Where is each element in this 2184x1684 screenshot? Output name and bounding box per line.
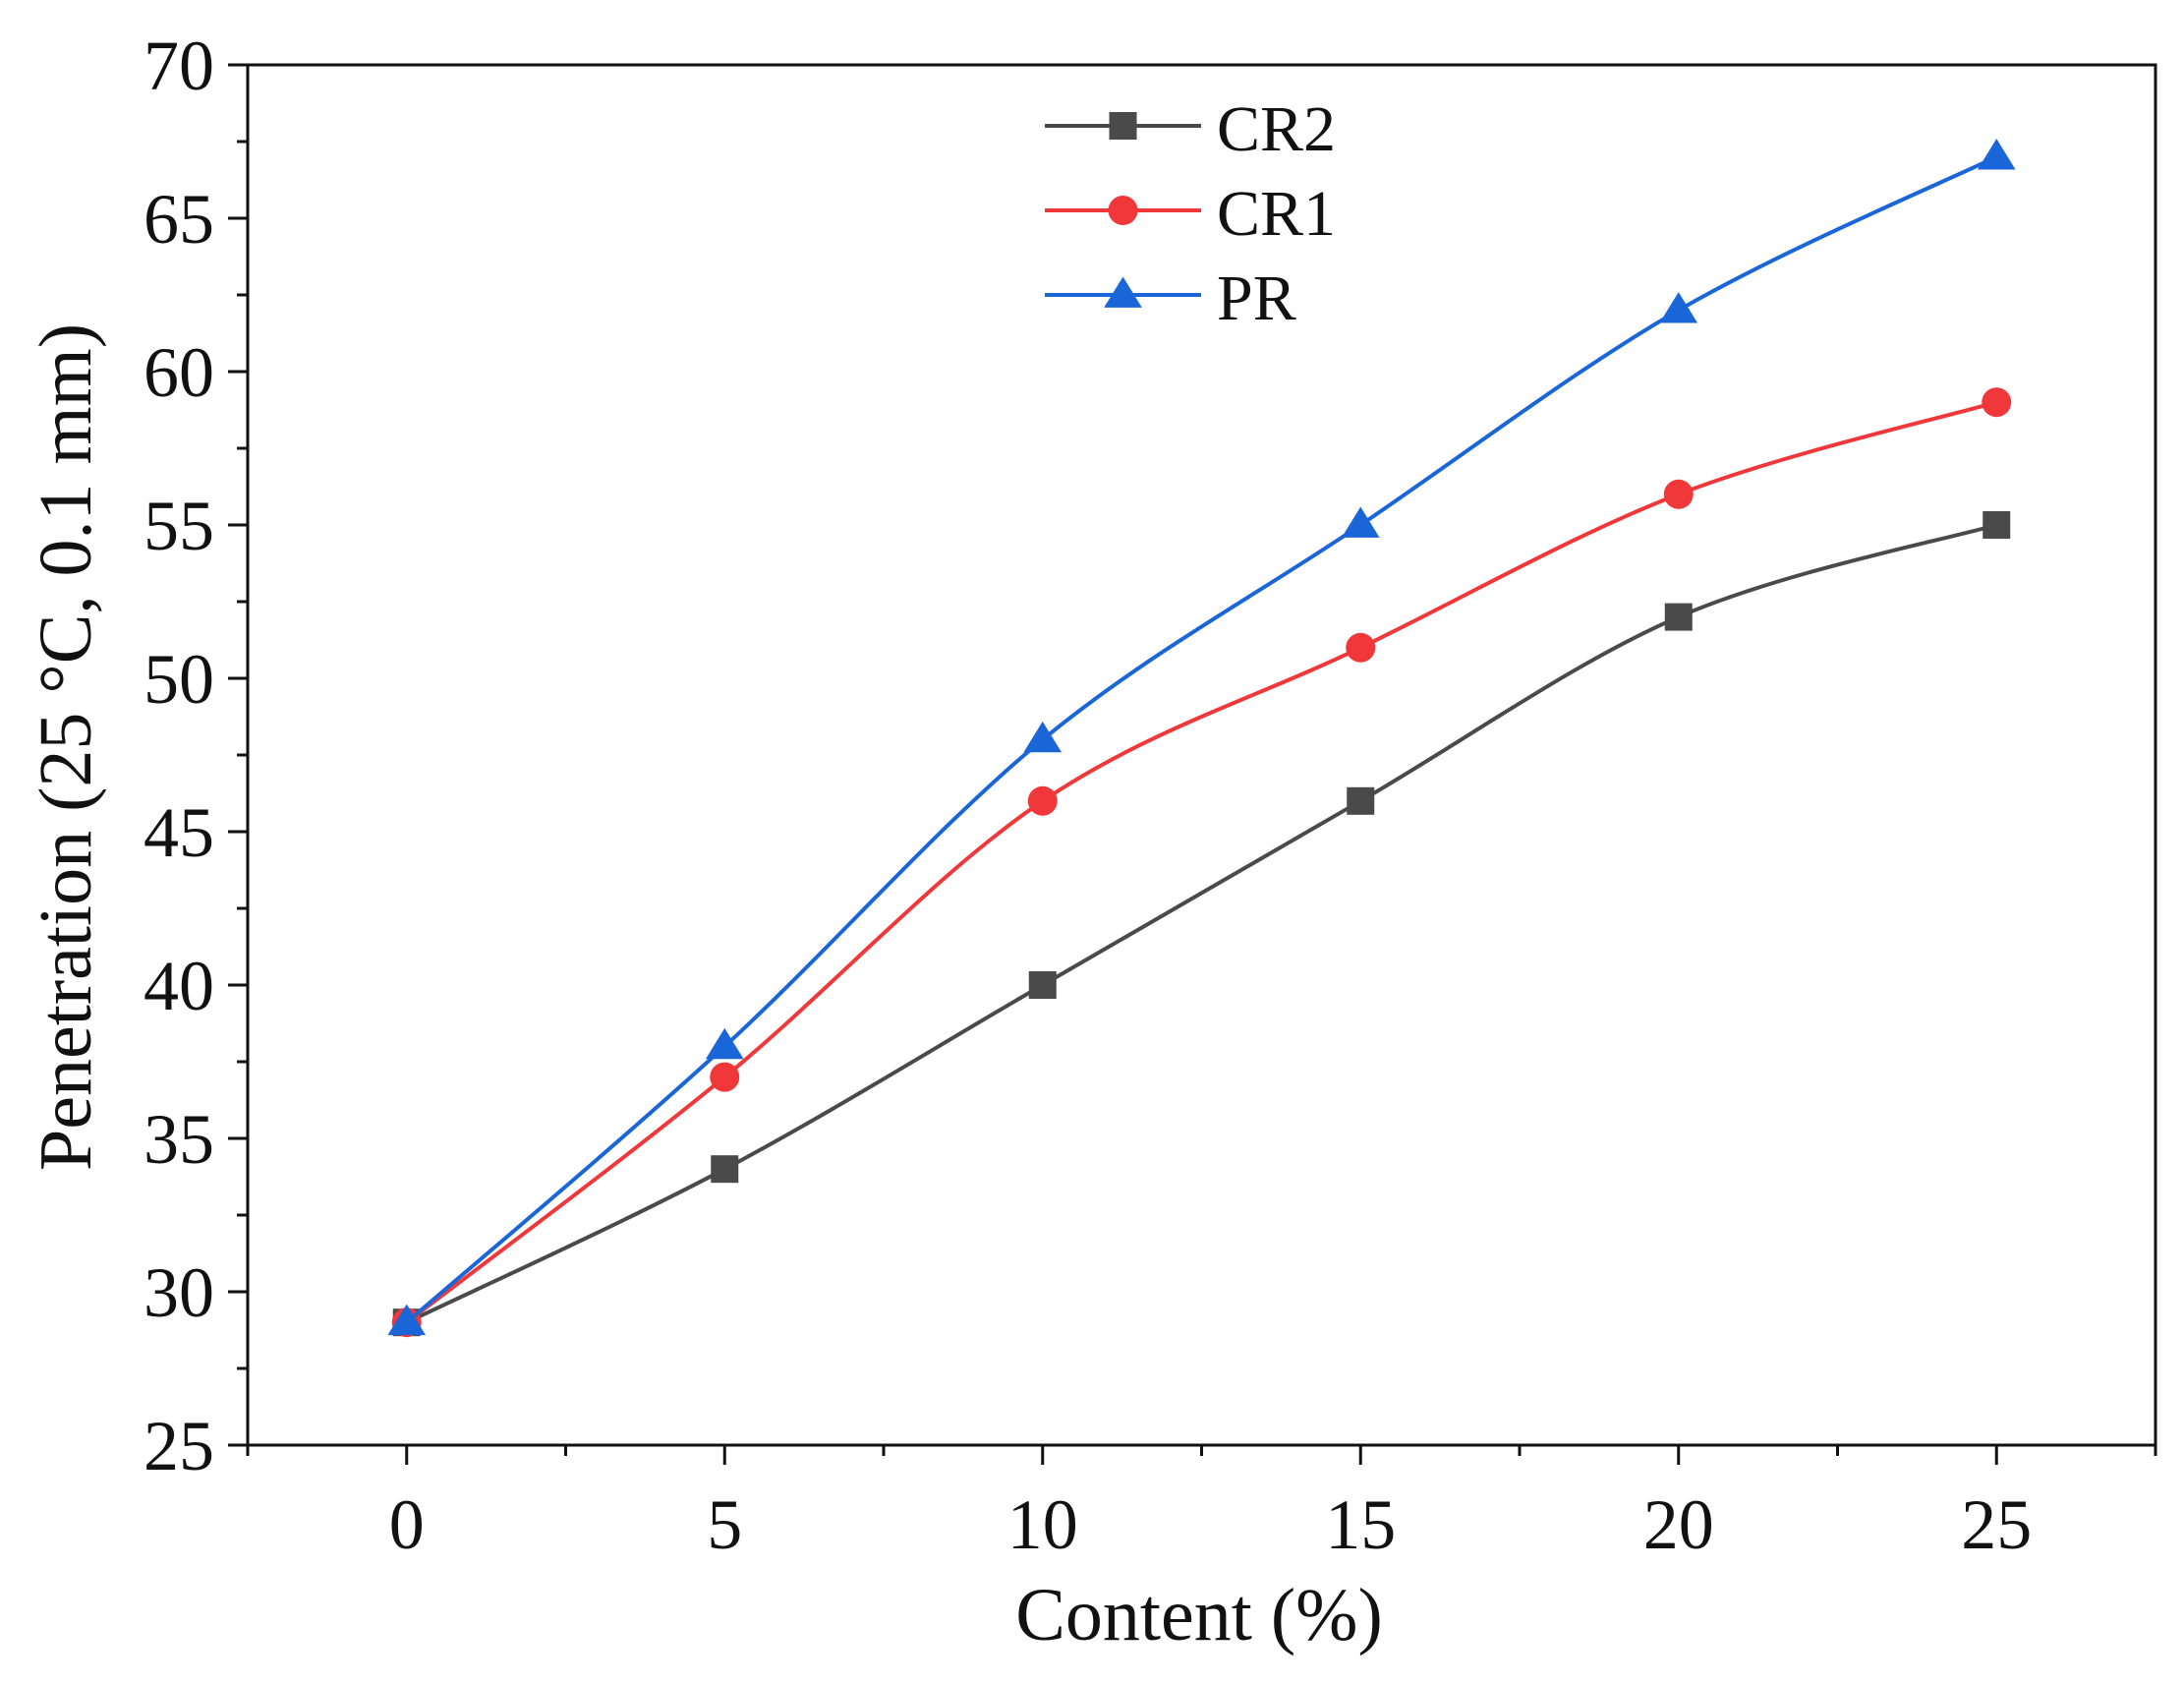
legend-marker-pr — [1104, 276, 1142, 308]
legend-item-pr: PR — [1045, 262, 1296, 334]
series-cr1 — [391, 387, 2012, 1338]
data-point-pr — [1341, 506, 1380, 538]
x-tick-label: 0 — [389, 1485, 425, 1564]
legend-label-cr2: CR2 — [1217, 93, 1336, 165]
y-tick-label: 60 — [144, 333, 214, 412]
series-line-cr1 — [405, 400, 1997, 1324]
x-axis: 0 5 10 15 20 25 — [246, 1445, 2157, 1564]
y-tick-label: 25 — [144, 1407, 214, 1485]
data-point-cr1 — [1346, 632, 1376, 663]
plot-frame — [246, 63, 2157, 1447]
data-point-pr — [1977, 139, 2016, 170]
series-pr — [387, 139, 2016, 1336]
data-point-cr2 — [1664, 603, 1693, 631]
series-line-cr2 — [405, 523, 1997, 1325]
data-point-pr — [387, 1304, 427, 1336]
y-tick-label: 40 — [144, 947, 214, 1025]
legend-marker-cr2 — [1109, 112, 1137, 140]
data-point-pr — [1659, 292, 1698, 323]
y-axis-title: Penetration (25 °C, 0.1 mm) — [25, 323, 107, 1171]
y-tick-label: 30 — [144, 1253, 214, 1332]
x-tick-label: 25 — [1961, 1485, 2032, 1564]
legend-item-cr2: CR2 — [1045, 93, 1336, 165]
y-tick-label: 35 — [144, 1100, 214, 1179]
x-tick-label: 15 — [1325, 1485, 1396, 1564]
y-tick-label: 45 — [144, 793, 214, 872]
series-line-pr — [405, 154, 1998, 1324]
legend-label-pr: PR — [1217, 262, 1296, 334]
y-tick-label: 55 — [144, 487, 214, 565]
legend: CR2 CR1 PR — [1045, 93, 1336, 334]
y-axis: 25 30 35 40 45 50 55 60 65 70 — [144, 27, 248, 1485]
data-point-cr1 — [1027, 785, 1058, 816]
series-layer — [387, 139, 2016, 1338]
legend-label-cr1: CR1 — [1217, 178, 1336, 250]
x-tick-label: 5 — [707, 1485, 742, 1564]
series-cr2 — [392, 511, 2011, 1337]
data-point-cr1 — [710, 1062, 740, 1092]
data-point-cr1 — [1982, 387, 2012, 418]
data-point-cr2 — [1983, 511, 2011, 539]
data-point-pr — [705, 1027, 744, 1060]
plot-border — [246, 63, 2157, 1447]
data-point-cr2 — [711, 1155, 739, 1184]
legend-item-cr1: CR1 — [1045, 178, 1336, 250]
data-point-cr2 — [1347, 786, 1375, 815]
x-tick-label: 20 — [1643, 1485, 1714, 1564]
y-tick-label: 50 — [144, 640, 214, 719]
y-tick-label: 65 — [144, 180, 214, 259]
x-axis-title: Content (%) — [1015, 1574, 1383, 1656]
data-point-cr2 — [1028, 971, 1057, 999]
x-tick-label: 10 — [1007, 1485, 1078, 1564]
data-point-cr1 — [1663, 479, 1694, 509]
legend-marker-cr1 — [1108, 196, 1138, 225]
data-point-pr — [1023, 721, 1063, 753]
y-tick-label: 70 — [144, 27, 214, 105]
